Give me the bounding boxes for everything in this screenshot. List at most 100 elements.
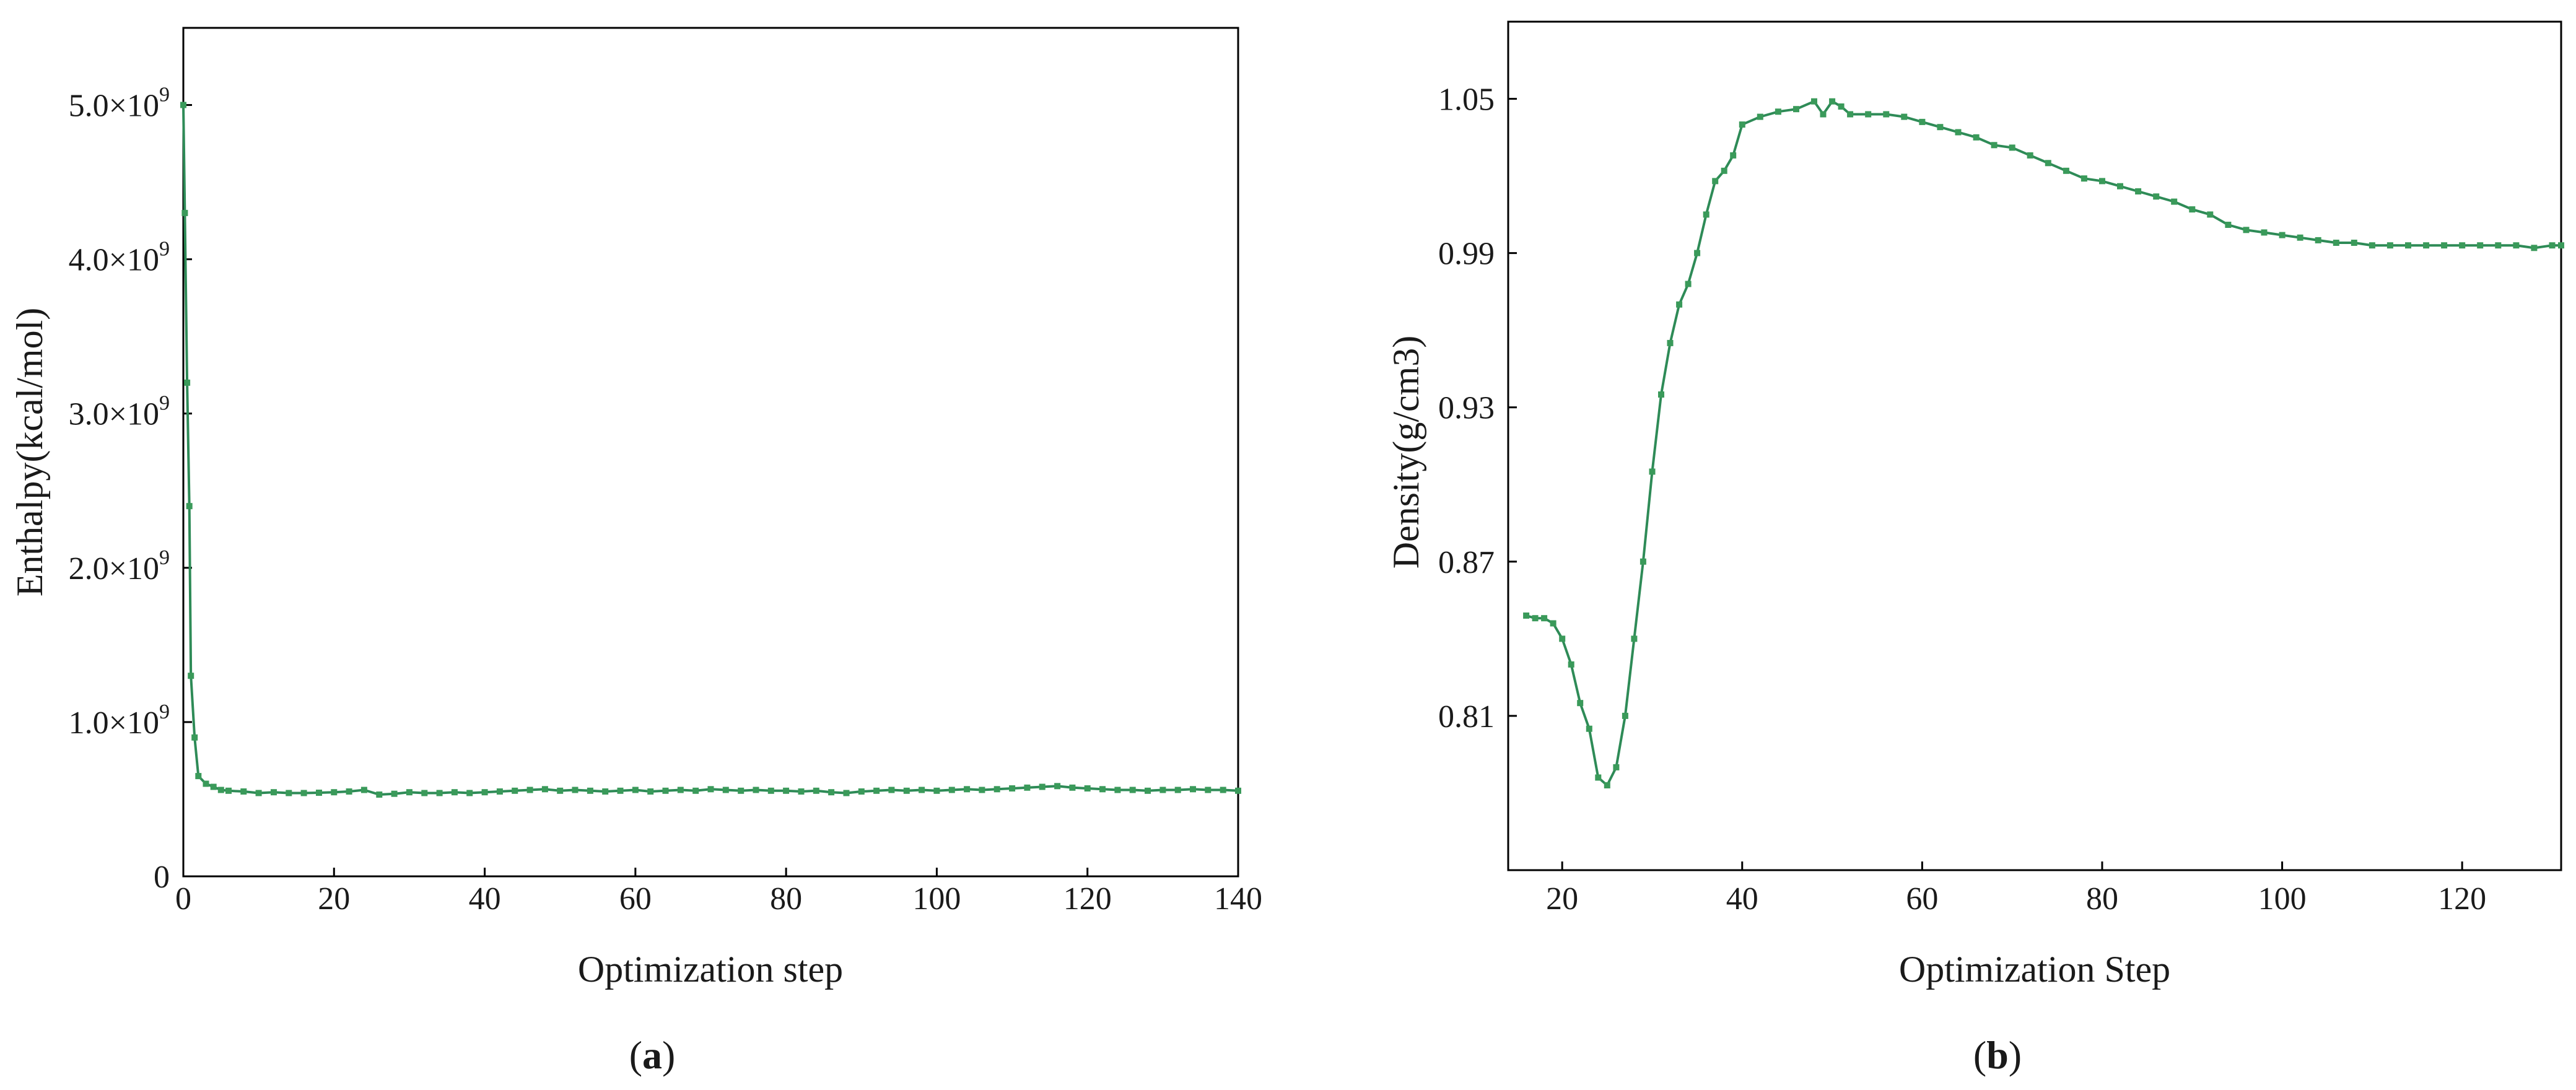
a-ticks: 0 20 40 60 80 100 120 140 0 1.0×109 2.0×109 3.0×109… — [69, 84, 1262, 917]
a-data-point — [919, 787, 925, 793]
b-data-point — [2045, 160, 2051, 167]
a-series — [180, 102, 1241, 798]
b-data-point — [1991, 142, 1997, 149]
a-xtick-label: 60 — [619, 881, 652, 917]
b-ytick-label: 0.93 — [1438, 391, 1495, 426]
b-data-point — [2207, 211, 2214, 218]
a-data-point — [933, 787, 940, 794]
b-data-point — [1532, 615, 1539, 622]
b-series-line — [1526, 100, 2561, 788]
b-data-point — [2080, 175, 2087, 182]
a-data-point — [798, 788, 805, 795]
a-data-point — [316, 790, 322, 796]
b-data-point — [1667, 339, 1674, 346]
b-data-point — [2386, 242, 2393, 249]
a-data-point — [1099, 786, 1106, 793]
a-data-point — [225, 787, 232, 794]
b-data-point — [2009, 144, 2015, 151]
a-data-point — [767, 787, 774, 794]
b-data-point — [2099, 178, 2105, 185]
a-data-point — [286, 790, 292, 796]
a-data-point — [481, 789, 488, 796]
a-data-point — [360, 787, 367, 793]
b-data-point — [2243, 227, 2250, 233]
b-data-point — [1586, 725, 1592, 732]
b-data-point — [1865, 111, 1872, 118]
a-data-point — [783, 787, 790, 794]
b-xtick-label: 20 — [1546, 881, 1578, 917]
a-data-point — [180, 102, 186, 108]
b-data-point — [1838, 103, 1845, 110]
b-data-point — [2441, 242, 2448, 249]
b-xtick-label: 60 — [1906, 881, 1938, 917]
a-data-point — [602, 788, 609, 795]
b-xtick-label: 40 — [1726, 881, 1758, 917]
b-data-point — [1793, 106, 1799, 113]
a-data-point — [1129, 787, 1136, 793]
panel-a: 0 20 40 60 80 100 120 140 0 1.0×109 2.0×109 3.0×109… — [9, 27, 1262, 1077]
b-panel-label: (b) — [1973, 1033, 2022, 1077]
a-series-line — [182, 105, 1239, 796]
b-data-point — [2549, 242, 2556, 249]
a-data-point — [210, 783, 217, 790]
b-data-point — [1712, 178, 1719, 185]
a-ytick-label: 3.0×109 — [69, 392, 170, 432]
a-data-point — [813, 787, 819, 794]
b-data-point — [1595, 774, 1602, 781]
b-data-point — [1649, 468, 1656, 475]
a-ylabel: Enthalpy(kcal/mol) — [9, 308, 50, 597]
b-data-point — [1811, 98, 1817, 105]
a-data-point — [572, 787, 579, 793]
a-data-point — [346, 788, 352, 795]
a-data-point — [843, 790, 850, 796]
b-data-point — [1685, 281, 1692, 287]
b-data-point — [1757, 113, 1763, 120]
b-data-point — [1919, 118, 1926, 125]
b-xtick-label: 80 — [2086, 881, 2118, 917]
b-xtick-label: 120 — [2438, 881, 2486, 917]
a-data-point — [1220, 787, 1226, 793]
a-data-point — [722, 787, 729, 793]
b-data-point — [2063, 167, 2069, 174]
b-data-point — [1694, 250, 1701, 256]
b-data-point — [2558, 242, 2564, 249]
b-data-point — [1973, 134, 1980, 141]
b-data-point — [2117, 183, 2123, 190]
a-data-point — [451, 789, 458, 796]
b-data-point — [2333, 240, 2339, 246]
a-data-point — [300, 790, 307, 796]
b-data-point — [2279, 232, 2286, 238]
b-xtick-label: 100 — [2258, 881, 2307, 917]
a-data-point — [1069, 784, 1076, 791]
b-data-point — [1541, 615, 1548, 622]
a-data-point — [677, 787, 684, 793]
b-data-point — [1721, 167, 1727, 174]
b-data-point — [1568, 661, 1574, 668]
b-data-point — [1550, 620, 1557, 627]
a-xtick-label: 140 — [1214, 881, 1262, 917]
b-data-point — [1523, 613, 1530, 619]
b-data-point — [1703, 211, 1709, 218]
a-data-point — [541, 786, 548, 793]
a-data-point — [662, 787, 669, 794]
a-data-point — [188, 673, 194, 679]
a-data-point — [632, 787, 639, 793]
a-ytick-label: 2.0×109 — [69, 546, 170, 586]
a-data-point — [738, 787, 744, 794]
a-data-point — [421, 790, 428, 796]
a-data-point — [1054, 783, 1061, 790]
b-data-point — [1883, 111, 1890, 118]
b-data-point — [2531, 245, 2538, 251]
b-data-point — [1639, 558, 1646, 565]
a-panel-label: (a) — [629, 1033, 676, 1077]
a-data-point — [1024, 784, 1031, 791]
b-data-point — [2477, 242, 2484, 249]
b-data-point — [1937, 124, 1944, 131]
a-data-point — [186, 503, 193, 510]
b-data-point — [2225, 222, 2232, 228]
b-data-point — [2171, 198, 2178, 205]
b-data-point — [1730, 152, 1737, 159]
a-data-point — [1205, 787, 1212, 793]
b-data-point — [1658, 391, 1664, 398]
a-xlabel: Optimization step — [578, 949, 843, 990]
